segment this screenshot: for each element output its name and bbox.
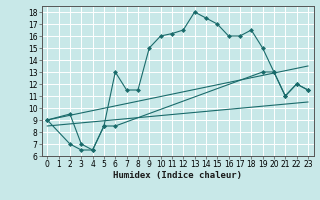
X-axis label: Humidex (Indice chaleur): Humidex (Indice chaleur) — [113, 171, 242, 180]
